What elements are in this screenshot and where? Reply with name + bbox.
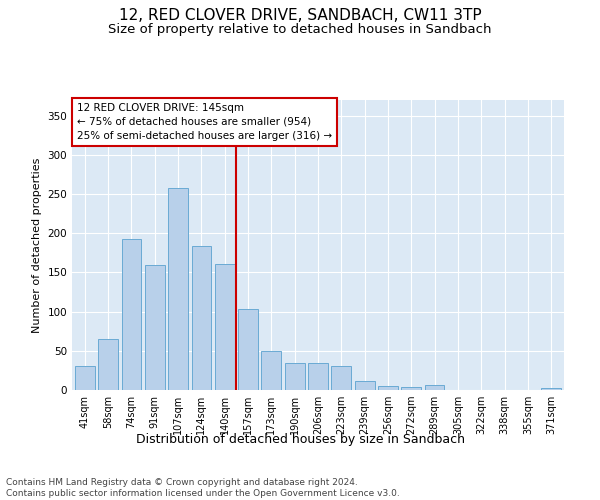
- Text: Distribution of detached houses by size in Sandbach: Distribution of detached houses by size …: [136, 432, 464, 446]
- Bar: [262, 351, 281, 390]
- Bar: [168, 188, 188, 390]
- Bar: [98, 339, 118, 390]
- Bar: [425, 386, 445, 390]
- Bar: [238, 310, 258, 390]
- Bar: [308, 364, 328, 390]
- Bar: [285, 364, 305, 390]
- Text: Size of property relative to detached houses in Sandbach: Size of property relative to detached ho…: [108, 22, 492, 36]
- Bar: [401, 387, 421, 390]
- Bar: [191, 246, 211, 390]
- Bar: [215, 264, 235, 390]
- Bar: [355, 382, 374, 390]
- Y-axis label: Number of detached properties: Number of detached properties: [32, 158, 42, 332]
- Bar: [541, 388, 561, 390]
- Bar: [145, 264, 164, 390]
- Text: 12, RED CLOVER DRIVE, SANDBACH, CW11 3TP: 12, RED CLOVER DRIVE, SANDBACH, CW11 3TP: [119, 8, 481, 22]
- Bar: [75, 366, 95, 390]
- Text: Contains HM Land Registry data © Crown copyright and database right 2024.
Contai: Contains HM Land Registry data © Crown c…: [6, 478, 400, 498]
- Bar: [378, 386, 398, 390]
- Text: 12 RED CLOVER DRIVE: 145sqm
← 75% of detached houses are smaller (954)
25% of se: 12 RED CLOVER DRIVE: 145sqm ← 75% of det…: [77, 103, 332, 141]
- Bar: [331, 366, 351, 390]
- Bar: [122, 238, 142, 390]
